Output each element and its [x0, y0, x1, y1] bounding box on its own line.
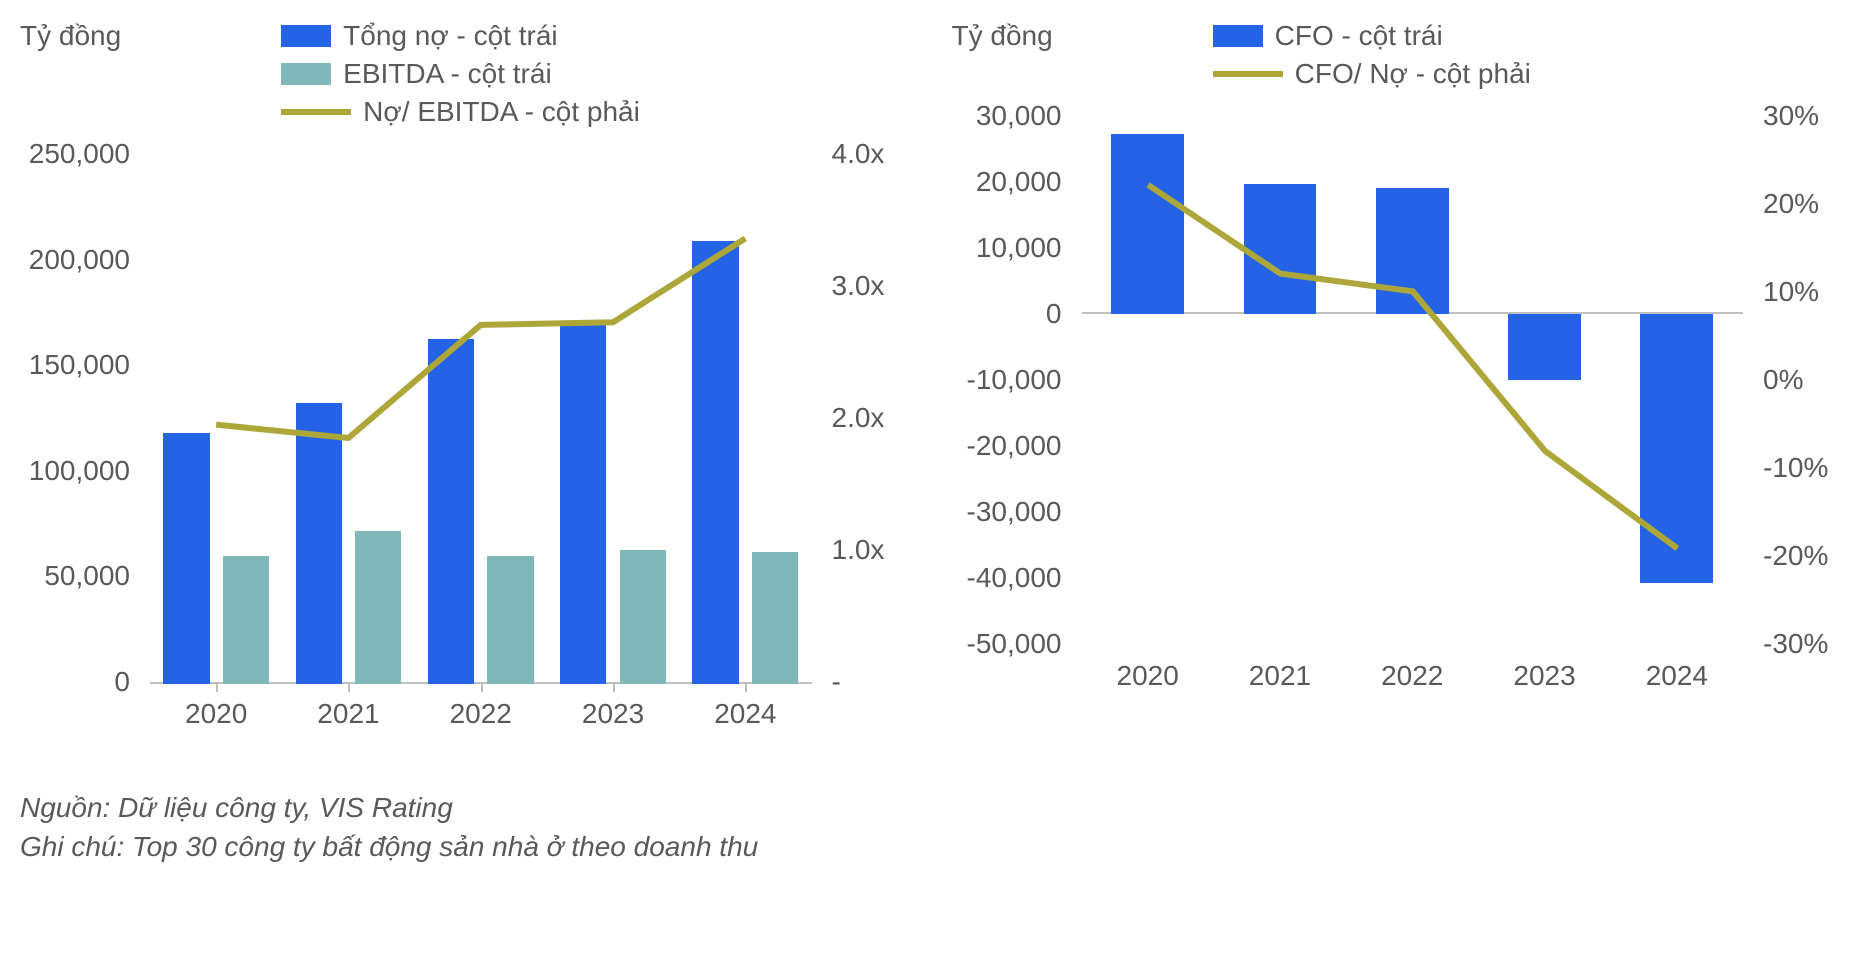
- y-left-tick: 50,000: [20, 560, 130, 592]
- bar-tongno: [428, 339, 474, 684]
- chart2-plot: [1082, 114, 1744, 646]
- y-left-tick: 150,000: [20, 349, 130, 381]
- bar-tongno: [296, 403, 342, 684]
- x-tick-mark: [613, 684, 615, 692]
- x-tick-mark: [216, 684, 218, 692]
- y-right-tick: -10%: [1763, 452, 1843, 484]
- x-tick: 2021: [282, 698, 414, 738]
- bar-tongno: [560, 322, 606, 684]
- x-tick: 2024: [1611, 660, 1743, 700]
- y-right-tick: 10%: [1763, 276, 1843, 308]
- y-right-tick: 1.0x: [832, 534, 912, 566]
- chart2-y-axis-left: 30,000 20,000 10,000 0 -10,000 -20,000 -30,000…: [952, 100, 1072, 660]
- y-left-tick: 250,000: [20, 138, 130, 170]
- y-right-tick: 0%: [1763, 364, 1843, 396]
- bar-cfo: [1244, 184, 1317, 314]
- y-left-tick: -20,000: [952, 430, 1062, 462]
- x-tick: 2022: [1346, 660, 1478, 700]
- bar-cfo: [1376, 188, 1449, 313]
- bar-ebitda: [355, 531, 401, 684]
- legend-item-ebitda: EBITDA - cột trái: [281, 58, 640, 90]
- charts-row: Tỷ đồng Tổng nợ - cột trái EBITDA - cột …: [20, 20, 1843, 738]
- x-tick: 2023: [1478, 660, 1610, 700]
- y-right-tick: -30%: [1763, 628, 1843, 660]
- bar-cfo: [1508, 314, 1581, 381]
- x-tick: 2022: [415, 698, 547, 738]
- bar-ebitda: [223, 556, 269, 684]
- bar-tongno: [692, 241, 738, 684]
- y-left-tick: 20,000: [952, 166, 1062, 198]
- legend-label: CFO - cột trái: [1275, 20, 1443, 52]
- bar-cfo: [1111, 134, 1184, 314]
- chart1-area: 250,000 200,000 150,000 100,000 50,000 0 4.0x…: [20, 138, 912, 738]
- legend-label: Nợ/ EBITDA - cột phải: [363, 96, 640, 128]
- chart1-x-axis: 20202021202220232024: [150, 698, 812, 738]
- legend-item-cfo: CFO - cột trái: [1213, 20, 1531, 52]
- x-tick-mark: [481, 684, 483, 692]
- y-right-tick: -: [832, 666, 912, 698]
- chart2-y-axis-right: 30% 20% 10% 0% -10% -20% -30%: [1753, 100, 1843, 660]
- x-tick: 2024: [679, 698, 811, 738]
- y-right-tick: 3.0x: [832, 270, 912, 302]
- chart1-plot: [150, 152, 812, 684]
- y-right-tick: 20%: [1763, 188, 1843, 220]
- y-left-tick: 30,000: [952, 100, 1062, 132]
- legend-item-ratio: Nợ/ EBITDA - cột phải: [281, 96, 640, 128]
- chart1-legend: Tổng nợ - cột trái EBITDA - cột trái Nợ/…: [281, 20, 640, 128]
- footnote-source: Nguồn: Dữ liệu công ty, VIS Rating: [20, 788, 1843, 827]
- footnotes: Nguồn: Dữ liệu công ty, VIS Rating Ghi c…: [20, 788, 1843, 866]
- y-left-tick: 0: [20, 666, 130, 698]
- x-tick: 2020: [1082, 660, 1214, 700]
- legend-label: Tổng nợ - cột trái: [343, 20, 557, 52]
- chart1-y-axis-left: 250,000 200,000 150,000 100,000 50,000 0: [20, 138, 140, 698]
- legend-swatch-line: [281, 109, 351, 115]
- y-right-tick: -20%: [1763, 540, 1843, 572]
- chart2-area: 30,000 20,000 10,000 0 -10,000 -20,000 -30,000…: [952, 100, 1844, 700]
- chart2-legend: CFO - cột trái CFO/ Nợ - cột phải: [1213, 20, 1531, 90]
- bar-ebitda: [752, 552, 798, 684]
- chart2-x-axis: 20202021202220232024: [1082, 660, 1744, 700]
- x-tick-mark: [348, 684, 350, 692]
- chart1-y-axis-right: 4.0x 3.0x 2.0x 1.0x -: [822, 138, 912, 698]
- legend-swatch-bar: [1213, 25, 1263, 47]
- bar-ebitda: [487, 556, 533, 684]
- y-left-tick: 0: [952, 298, 1062, 330]
- legend-item-tongno: Tổng nợ - cột trái: [281, 20, 640, 52]
- chart1-panel: Tỷ đồng Tổng nợ - cột trái EBITDA - cột …: [20, 20, 912, 738]
- chart2-panel: Tỷ đồng CFO - cột trái CFO/ Nợ - cột phả…: [952, 20, 1844, 738]
- footnote-note: Ghi chú: Top 30 công ty bất động sản nhà…: [20, 827, 1843, 866]
- bar-tongno: [163, 433, 209, 684]
- y-left-tick: -50,000: [952, 628, 1062, 660]
- y-left-tick: -40,000: [952, 562, 1062, 594]
- chart1-header: Tỷ đồng Tổng nợ - cột trái EBITDA - cột …: [20, 20, 912, 128]
- bar-ebitda: [620, 550, 666, 684]
- chart2-header: Tỷ đồng CFO - cột trái CFO/ Nợ - cột phả…: [952, 20, 1844, 90]
- legend-swatch-bar: [281, 25, 331, 47]
- legend-swatch-bar: [281, 63, 331, 85]
- chart1-yleft-title: Tỷ đồng: [20, 20, 121, 52]
- y-left-tick: 200,000: [20, 244, 130, 276]
- legend-label: CFO/ Nợ - cột phải: [1295, 58, 1531, 90]
- legend-swatch-line: [1213, 71, 1283, 77]
- legend-item-cfo-ratio: CFO/ Nợ - cột phải: [1213, 58, 1531, 90]
- y-right-tick: 2.0x: [832, 402, 912, 434]
- bar-cfo: [1640, 314, 1713, 583]
- y-right-tick: 30%: [1763, 100, 1843, 132]
- y-left-tick: 100,000: [20, 455, 130, 487]
- chart2-yleft-title: Tỷ đồng: [952, 20, 1053, 52]
- y-left-tick: 10,000: [952, 232, 1062, 264]
- y-left-tick: -30,000: [952, 496, 1062, 528]
- legend-label: EBITDA - cột trái: [343, 58, 552, 90]
- y-right-tick: 4.0x: [832, 138, 912, 170]
- y-left-tick: -10,000: [952, 364, 1062, 396]
- x-tick: 2023: [547, 698, 679, 738]
- x-tick-mark: [745, 684, 747, 692]
- x-tick: 2020: [150, 698, 282, 738]
- x-tick: 2021: [1214, 660, 1346, 700]
